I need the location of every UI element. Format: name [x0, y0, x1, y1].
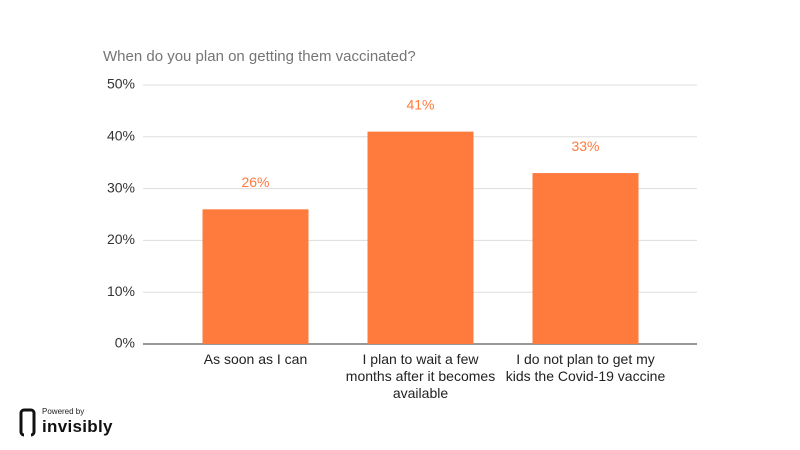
brand-name: invisibly: [42, 417, 113, 436]
bar: [367, 131, 474, 344]
y-tick-label: 30%: [107, 179, 135, 195]
chart-title: When do you plan on getting them vaccina…: [103, 48, 416, 65]
y-tick-label: 40%: [107, 128, 135, 144]
value-label: 26%: [241, 174, 269, 190]
y-tick-label: 10%: [107, 283, 135, 299]
x-tick-label: I plan to wait a few months after it bec…: [345, 351, 496, 401]
y-tick-label: 50%: [107, 76, 135, 92]
y-tick-label: 0%: [115, 335, 135, 351]
y-tick-label: 20%: [107, 231, 135, 247]
logo-icon: [19, 408, 36, 437]
bar: [532, 173, 639, 344]
x-tick-label: As soon as I can: [203, 351, 308, 367]
x-tick-label: I do not plan to get my kids the Covid-1…: [505, 351, 666, 384]
value-label: 41%: [406, 96, 434, 112]
value-label: 33%: [571, 138, 599, 154]
powered-by: Powered by: [42, 407, 85, 416]
bar: [202, 209, 309, 344]
